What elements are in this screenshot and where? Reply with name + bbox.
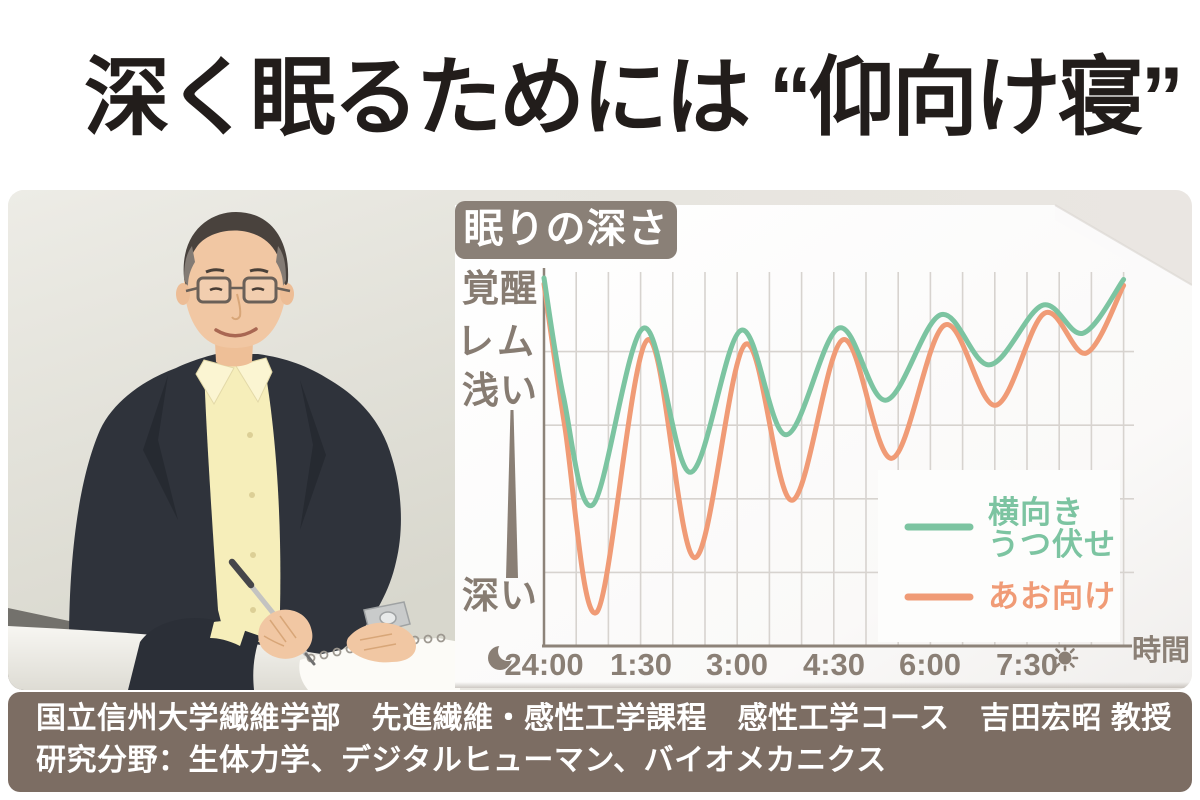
- face: [184, 220, 286, 348]
- finger-lines: [359, 633, 397, 651]
- resting-hand: [346, 622, 416, 663]
- shirt-button: [250, 552, 256, 558]
- hair-gray-right: [276, 246, 286, 286]
- sun-icon: [1051, 644, 1079, 672]
- shirt-button: [247, 432, 253, 438]
- legend-label-supine: あお向け: [988, 579, 1116, 614]
- notebook: [299, 638, 460, 690]
- chart-title-badge: 眠りの深さ: [455, 201, 677, 259]
- professor-photo-illustration: [8, 190, 460, 690]
- glasses-left-lens: [196, 276, 232, 304]
- footer-affiliation-line: 国立信州大学繊維学部 先進繊維・感性工学課程 感性工学コース 吉田宏昭 教授: [36, 702, 1172, 735]
- footer-bar: [8, 692, 1192, 792]
- x-tick-300: 3:00: [705, 647, 769, 682]
- series-line-side-prone: [541, 275, 1127, 509]
- x-tick-600: 6:00: [898, 647, 962, 682]
- eyes: [209, 287, 265, 292]
- eyebrows: [205, 268, 269, 274]
- series-line-supine: [541, 281, 1127, 616]
- axes: [542, 268, 1132, 648]
- photo-chart-panel: [8, 190, 1192, 690]
- pen-tip: [304, 652, 316, 666]
- jacket-lapel-right: [300, 380, 326, 530]
- paper-fold-edge: [1054, 204, 1192, 286]
- nose: [231, 293, 242, 321]
- ear-right: [280, 283, 294, 305]
- legend-label-side-prone-line1: 横向き: [988, 495, 1084, 530]
- shirt-button: [249, 492, 255, 498]
- y-label-deep: 深い: [462, 575, 538, 616]
- moon-icon: [488, 646, 512, 670]
- depth-arrow: [506, 410, 518, 578]
- x-tick-430: 4:30: [802, 647, 866, 682]
- glasses-temples: [185, 286, 291, 293]
- y-label-rem: レム: [456, 321, 538, 362]
- hair-gray-left: [184, 246, 195, 286]
- glasses-right-lens: [242, 276, 278, 304]
- watch-face: [379, 611, 397, 625]
- shirt: [204, 362, 281, 642]
- footer-research-line: 研究分野：生体力学、デジタルヒューマン、バイオメカニクス: [36, 744, 887, 777]
- y-label-shallow: 浅い: [462, 370, 538, 411]
- paper-shadow: [455, 682, 1192, 688]
- x-tick-730: 7:30: [995, 647, 1059, 682]
- pen-clip: [228, 558, 255, 589]
- data-series: [541, 275, 1127, 616]
- page-title: 深く眠るためには “仰向け寝”: [84, 50, 1184, 146]
- hair: [183, 212, 289, 285]
- y-label-wake: 覚醒: [462, 268, 538, 309]
- shirt-button: [250, 607, 256, 613]
- ear-left: [176, 283, 190, 305]
- x-tick-2400: 24:00: [504, 647, 584, 682]
- legend-panel: [878, 470, 1120, 642]
- shirt-cuff: [210, 621, 246, 646]
- x-axis-unit-label: 時間: [1132, 635, 1191, 667]
- jacket-lapel-left: [143, 375, 178, 520]
- smile: [214, 327, 258, 338]
- finger-lines: [263, 615, 297, 647]
- sleep-depth-chart: [455, 204, 1192, 688]
- x-tick-130: 1:30: [609, 647, 673, 682]
- legend-label-side-prone-line2: うつ伏せ: [988, 527, 1116, 562]
